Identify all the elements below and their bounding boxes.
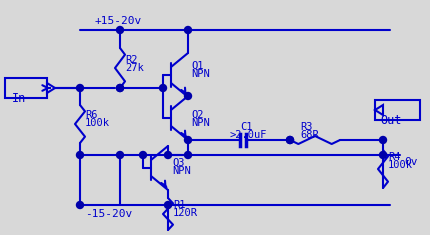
Text: >2.0uF: >2.0uF <box>230 130 267 140</box>
Text: NPN: NPN <box>172 166 190 176</box>
Circle shape <box>379 137 386 144</box>
Circle shape <box>116 152 123 158</box>
Text: +15-20v: +15-20v <box>95 16 142 26</box>
Text: 120R: 120R <box>172 208 197 218</box>
FancyBboxPatch shape <box>374 100 419 120</box>
Circle shape <box>286 137 293 144</box>
Text: Q3: Q3 <box>172 158 184 168</box>
Circle shape <box>159 85 166 91</box>
Circle shape <box>164 201 171 208</box>
Text: R6: R6 <box>85 110 97 120</box>
Circle shape <box>76 201 83 208</box>
Text: NPN: NPN <box>190 69 209 79</box>
Circle shape <box>184 93 191 99</box>
FancyBboxPatch shape <box>5 78 47 98</box>
Circle shape <box>76 85 83 91</box>
Circle shape <box>116 85 123 91</box>
Polygon shape <box>374 105 382 115</box>
Text: NPN: NPN <box>190 118 209 128</box>
Polygon shape <box>47 83 55 93</box>
Text: Q1: Q1 <box>190 61 203 71</box>
Text: In: In <box>12 92 26 105</box>
Text: R2: R2 <box>125 55 137 65</box>
Text: R4: R4 <box>387 152 399 162</box>
Text: 27k: 27k <box>125 63 144 73</box>
Circle shape <box>379 152 386 158</box>
Circle shape <box>76 152 83 158</box>
Circle shape <box>116 85 123 91</box>
Text: 68R: 68R <box>299 130 318 140</box>
Text: R3: R3 <box>299 122 312 132</box>
Text: Out: Out <box>379 114 400 127</box>
Text: 100k: 100k <box>387 160 412 170</box>
Text: R1: R1 <box>172 200 185 210</box>
Circle shape <box>139 152 146 158</box>
Text: 100k: 100k <box>85 118 110 128</box>
Text: 0v: 0v <box>403 157 417 167</box>
Circle shape <box>184 137 191 144</box>
Circle shape <box>184 27 191 34</box>
Circle shape <box>286 137 293 144</box>
Circle shape <box>184 152 191 158</box>
Text: C1: C1 <box>240 122 252 132</box>
Circle shape <box>116 27 123 34</box>
Circle shape <box>164 152 171 158</box>
Text: -15-20v: -15-20v <box>85 209 132 219</box>
Text: Q2: Q2 <box>190 110 203 120</box>
